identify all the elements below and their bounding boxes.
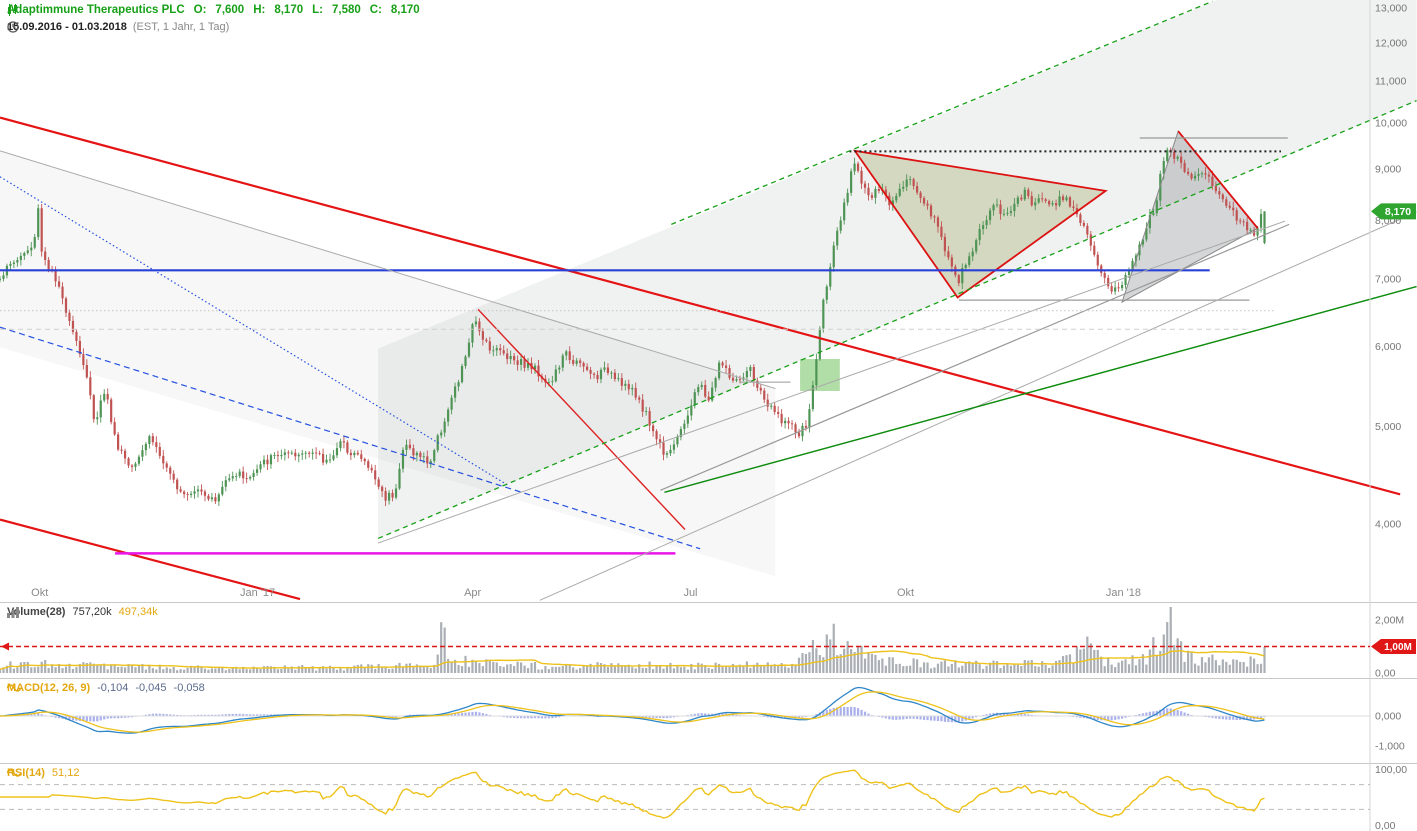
svg-text:Jan '18: Jan '18 [1106,587,1141,599]
svg-text:1,00M: 1,00M [1384,642,1412,653]
svg-text:13,000: 13,000 [1375,2,1407,14]
volume-bars [0,607,1266,673]
svg-text:0,00: 0,00 [1375,820,1396,831]
volume-panel-header: Volume(28) 757,20k 497,34k [7,606,158,618]
macd-wave-icon [7,684,21,692]
blue-dashed [0,326,701,550]
triangle-1-outline [852,149,1108,299]
svg-text:Apr: Apr [464,587,481,599]
rsi-value: 51,12 [51,767,80,779]
rsi-pane[interactable]: 100,00 0,00 [0,763,1417,831]
macd-value-1: -0,104 [97,682,129,694]
ohlc-high-value: 8,170 [274,4,304,16]
volume-pane[interactable]: 2,00M 0,00 1,00M [0,602,1417,678]
svg-text:Okt: Okt [31,587,48,599]
svg-text:0,000: 0,000 [1375,711,1401,723]
range-header: 15.09.2016 - 01.03.2018 (EST, 1 Jahr, 1 … [7,21,229,33]
ohlc-close-value: 8,170 [390,4,420,16]
svg-text:Okt: Okt [897,587,914,599]
svg-text:12,000: 12,000 [1375,38,1407,50]
triangle-2 [1122,131,1258,303]
macd-label[interactable]: MACD(12, 26, 9) [7,682,91,694]
volume-value: 757,20k [72,606,112,618]
ohlc-high-label: H: [253,4,266,16]
macd-panel-header: MACD(12, 26, 9) -0,104 -0,045 -0,058 [7,682,205,694]
volume-label[interactable]: Volume(28) [7,606,66,618]
volume-threshold-badge: 1,00M [1371,639,1416,654]
blue-dotted [0,176,510,487]
green-dashed-upper [671,0,1213,225]
volume-ma-line [0,649,1265,670]
red-trend-upper [0,116,1401,496]
svg-text:6,000: 6,000 [1375,341,1401,353]
gray-asc-1 [660,223,1290,491]
svg-text:2,00M: 2,00M [1375,615,1404,627]
green-dashed-lower [377,100,1417,540]
svg-text:Jul: Jul [683,587,697,599]
left-band-fill [0,150,776,577]
svg-text:9,000: 9,000 [1375,163,1401,175]
volume-icon [7,606,19,618]
rsi-panel-header: RSI(14) 51,12 [7,767,79,779]
last-price-badge: 8,170 [1371,203,1416,220]
svg-text:4,000: 4,000 [1375,518,1401,530]
macd-pane[interactable]: 0,000 -1,000 [0,678,1417,763]
red-steep [477,308,686,530]
red-trend-lower [0,518,301,601]
range-meta: (EST, 1 Jahr, 1 Tag) [132,21,230,33]
clock-icon [7,21,19,33]
price-pane[interactable]: 13,00012,00011,00010,0009,0008,0007,0006… [0,0,1417,602]
svg-text:5,000: 5,000 [1375,421,1401,433]
instrument-title[interactable]: Adaptimmune Therapeutics PLC [7,4,185,16]
triangle-2-red-edge [1177,130,1259,229]
svg-text:100,00: 100,00 [1375,764,1407,776]
candlestick-icon [8,4,17,16]
svg-text:10,000: 10,000 [1375,117,1407,129]
ohlc-low-label: L: [312,4,323,16]
ohlc-low-value: 7,580 [331,4,361,16]
svg-text:8,170: 8,170 [1385,206,1411,218]
macd-signal-line [0,691,1265,733]
rsi-wave-icon [7,769,21,777]
svg-text:-1,000: -1,000 [1375,741,1405,753]
green-solid [664,285,1417,494]
candles [0,147,1266,507]
macd-value-3: -0,058 [173,682,205,694]
volume-ma-value: 497,34k [118,606,158,618]
ohlc-close-label: C: [369,4,382,16]
svg-text:11,000: 11,000 [1375,76,1406,88]
svg-text:0,00: 0,00 [1375,668,1396,679]
ohlc-open-label: O: [193,4,207,16]
gray-desc-left [0,150,776,390]
svg-text:7,000: 7,000 [1375,273,1401,285]
macd-value-2: -0,045 [135,682,167,694]
gray-asc-2 [377,220,1286,544]
svg-text:Jan '17: Jan '17 [240,587,275,599]
rsi-line [0,769,1265,819]
ohlc-open-value: 7,600 [215,4,245,16]
date-range[interactable]: 15.09.2016 - 01.03.2018 [7,21,127,33]
instrument-header: Adaptimmune Therapeutics PLC O: 7,600 H:… [7,4,420,16]
